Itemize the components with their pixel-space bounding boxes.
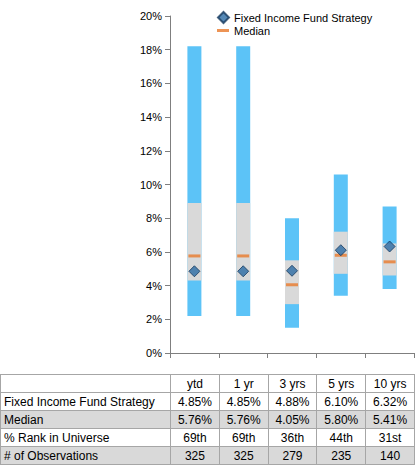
html-text:44th: 44th — [329, 430, 353, 445]
html-text:140: 140 — [380, 448, 401, 463]
svg-text:Median: Median — [234, 25, 270, 37]
html-text:% Rank in Universe: % Rank in Universe — [4, 430, 110, 445]
html-text:69th: 69th — [232, 430, 256, 445]
svg-text:Fixed Income Fund Strategy: Fixed Income Fund Strategy — [234, 12, 373, 24]
html-text:# of Observations: # of Observations — [4, 448, 99, 463]
html-text:10 yrs: 10 yrs — [373, 376, 407, 391]
html-text:235: 235 — [331, 448, 352, 463]
html-text:Median: Median — [4, 412, 44, 427]
svg-text:12%: 12% — [140, 145, 162, 157]
html-text:325: 325 — [233, 448, 254, 463]
html-text:3 yrs: 3 yrs — [279, 376, 306, 391]
html-text:1 yr: 1 yr — [233, 376, 254, 391]
svg-text:8%: 8% — [146, 212, 162, 224]
svg-text:20%: 20% — [140, 10, 162, 22]
svg-text:6%: 6% — [146, 246, 162, 258]
html-text:36th: 36th — [280, 430, 305, 445]
html-text:4.05%: 4.05% — [275, 412, 310, 427]
html-text:5.80%: 5.80% — [324, 412, 359, 427]
svg-text:14%: 14% — [140, 111, 162, 123]
html-text:5.76%: 5.76% — [177, 412, 212, 427]
html-text:6.32%: 6.32% — [373, 394, 408, 409]
svg-text:4%: 4% — [146, 280, 162, 292]
svg-text:10%: 10% — [140, 179, 162, 191]
html-text:4.85%: 4.85% — [226, 394, 261, 409]
html-text:Fixed Income Fund Strategy: Fixed Income Fund Strategy — [4, 394, 155, 409]
html-text:5 yrs: 5 yrs — [328, 376, 355, 391]
svg-text:0%: 0% — [146, 347, 162, 359]
html-text:6.10%: 6.10% — [324, 394, 359, 409]
html-text:279: 279 — [282, 448, 303, 463]
html-text:5.41%: 5.41% — [373, 412, 408, 427]
svg-text:16%: 16% — [140, 77, 162, 89]
html-text:31st: 31st — [378, 430, 402, 445]
svg-text:18%: 18% — [140, 44, 162, 56]
html-text:4.85%: 4.85% — [177, 394, 212, 409]
html-text:325: 325 — [184, 448, 205, 463]
html-text:ytd: ytd — [186, 376, 203, 391]
html-text:4.88%: 4.88% — [275, 394, 310, 409]
html-text:5.76%: 5.76% — [226, 412, 261, 427]
html-text:69th: 69th — [183, 430, 207, 445]
svg-text:2%: 2% — [146, 313, 162, 325]
